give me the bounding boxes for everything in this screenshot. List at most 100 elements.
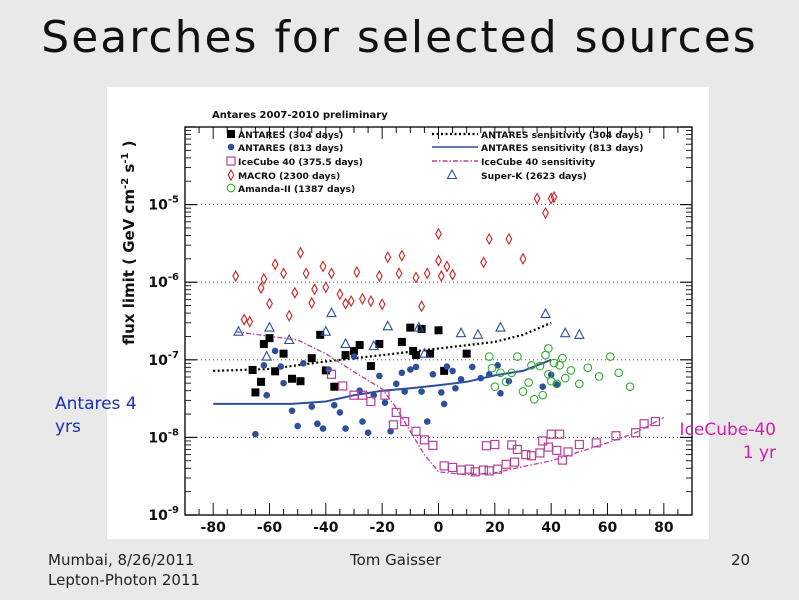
point-amanda-ii-1387-days [490,382,500,392]
point-super-k-2623-days [283,333,295,345]
point-macro-2300-days [240,313,248,326]
point-icecube-40-375-5-days [447,462,458,473]
point-macro-2300-days [395,267,403,280]
point-antares-813-days [418,388,425,395]
point-super-k-2623-days [573,328,585,339]
point-macro-2300-days [423,267,431,280]
point-antares-813-days [443,363,451,370]
point-macro-2300-days [347,295,355,308]
point-icecube-40-375-5-days [552,445,562,455]
point-macro-2300-days [533,192,541,205]
point-antares-304-days [296,377,305,386]
point-antares-813-days [429,371,437,378]
point-antares-304-days [406,323,415,332]
point-macro-2300-days [336,288,344,301]
point-icecube-40-375-5-days [380,390,390,400]
point-amanda-ii-1387-days [518,387,528,396]
point-icecube-40-375-5-days [574,439,584,450]
point-antares-813-days [457,376,465,383]
point-antares-813-days [271,347,279,355]
point-antares-813-days [376,372,383,380]
point-antares-813-days [539,383,547,391]
point-amanda-ii-1387-days [583,363,593,373]
point-macro-2300-days [480,256,487,269]
point-antares-813-days [308,403,316,410]
point-macro-2300-days [418,300,426,313]
y-tick-label: 10-7 [148,350,179,369]
point-antares-813-days [485,371,493,378]
point-amanda-ii-1387-days [524,378,533,387]
point-macro-2300-days [280,267,288,280]
limits-chart-svg: Antares 2007-2010 preliminary flux limit… [120,110,693,536]
y-tick-exponent: -5 [168,195,179,206]
point-antares-813-days [330,401,338,409]
point-antares-813-days [401,388,409,395]
point-antares-813-days [288,407,296,415]
point-antares-813-days [342,425,349,432]
point-amanda-ii-1387-days [558,353,567,363]
point-amanda-ii-1387-days [535,361,545,371]
x-tick-label: -80 [201,520,227,536]
point-icecube-40-375-5-days [439,461,449,471]
point-amanda-ii-1387-days [501,377,511,387]
point-macro-2300-days [519,252,527,265]
point-icecube-40-375-5-days [563,447,573,457]
point-super-k-2623-days [326,306,337,318]
point-icecube-40-375-5-days [366,396,376,407]
point-antares-304-days [251,388,260,397]
point-amanda-ii-1387-days [560,373,570,383]
y-tick-label: 10-6 [148,272,179,291]
legend-swatch [227,143,235,151]
point-antares-813-days [412,363,420,371]
point-super-k-2623-days [413,321,425,332]
point-icecube-40-375-5-days [611,431,621,441]
point-icecube-40-375-5-days [456,465,466,475]
point-antares-813-days [252,430,259,438]
point-macro-2300-days [505,232,513,246]
antares-annotation-line1: Antares 4 [55,394,137,414]
point-antares-304-days [411,351,420,360]
point-antares-813-days [359,418,366,425]
point-macro-2300-days [271,258,279,271]
point-antares-304-days [257,377,266,386]
y-tick-exponent: -7 [168,350,179,361]
icecube-annotation-line2: 1 yr [742,443,776,463]
point-icecube-40-375-5-days [391,407,401,417]
point-antares-813-days [505,377,513,385]
point-macro-2300-days [328,267,335,280]
point-antares-813-days [364,429,372,436]
point-super-k-2623-days [472,328,484,339]
point-icecube-40-375-5-days [507,440,517,450]
point-super-k-2623-days [264,321,275,332]
point-macro-2300-days [485,232,493,246]
point-amanda-ii-1387-days [625,382,635,392]
point-icecube-40-375-5-days [428,440,438,450]
point-icecube-40-375-5-days [357,390,368,400]
point-icecube-40-375-5-days [509,457,520,467]
point-antares-304-days [330,382,339,391]
point-antares-304-days [375,339,384,348]
point-amanda-ii-1387-days [496,368,505,378]
point-amanda-ii-1387-days [544,344,553,353]
point-antares-813-days [263,391,270,399]
point-icecube-40-375-5-days [555,429,565,439]
x-tick-label: -60 [257,520,283,536]
point-antares-304-days [355,341,364,350]
point-macro-2300-days [449,268,457,281]
y-tick-label: 10-8 [148,427,179,446]
point-icecube-40-375-5-days [400,416,410,427]
point-super-k-2623-days [382,320,394,331]
point-macro-2300-days [437,269,445,283]
y-tick-exponent: -9 [168,505,179,516]
point-icecube-40-375-5-days [481,441,491,451]
point-macro-2300-days [359,292,366,305]
point-macro-2300-days [378,298,386,311]
point-macro-2300-days [311,283,318,296]
point-macro-2300-days [291,286,299,299]
point-antares-304-days [366,362,375,371]
point-amanda-ii-1387-days [513,352,522,361]
x-tick-label: 80 [654,520,674,536]
legend-label: Super-K (2623 days) [481,171,587,182]
point-antares-813-days [300,360,307,367]
point-macro-2300-days [285,309,293,322]
